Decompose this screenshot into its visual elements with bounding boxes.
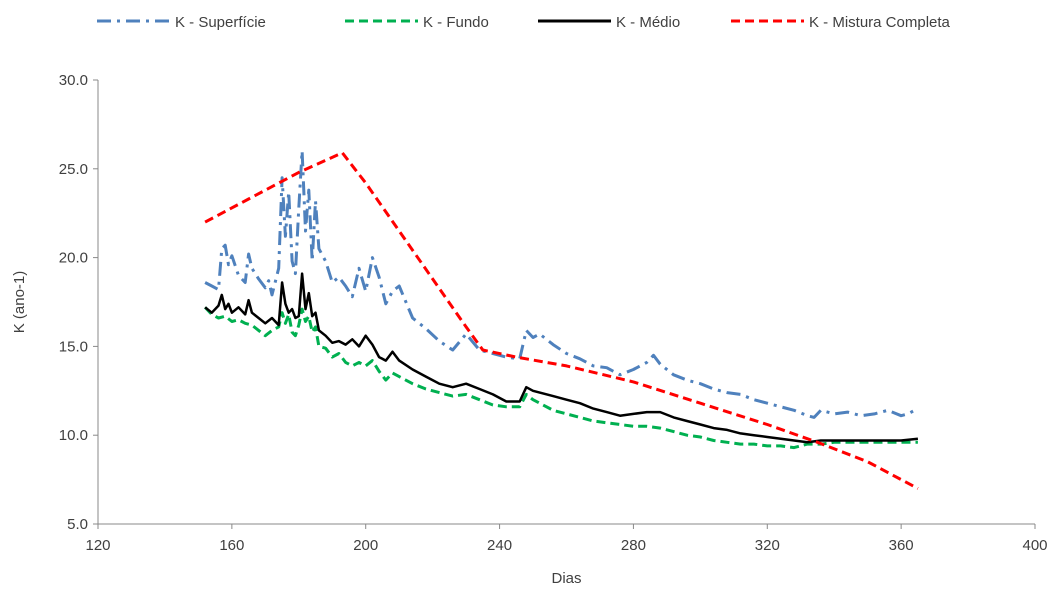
legend-label: K - Médio [616, 14, 680, 31]
x-tick-label: 360 [889, 537, 914, 554]
y-axis-label: K (ano-1) [11, 271, 28, 334]
series-line-3 [204, 272, 919, 444]
x-axis-label: Dias [551, 570, 581, 587]
series-line-4 [204, 151, 919, 490]
y-tick-label: 20.0 [59, 250, 88, 267]
x-tick-label: 400 [1022, 537, 1047, 554]
x-tick-label: 280 [621, 537, 646, 554]
legend-label: K - Mistura Completa [809, 14, 951, 31]
x-axis-ticks: 120 160 200 240 280 320 360 400 [85, 524, 1048, 554]
y-tick-label: 10.0 [59, 427, 88, 444]
plot-area: 120 160 200 240 280 320 360 400 5.0 10.0 15.0 20.0… [59, 72, 1048, 554]
y-tick-label: 30.0 [59, 72, 88, 89]
legend-label: K - Superfície [175, 14, 266, 31]
y-axis-ticks: 5.0 10.0 15.0 20.0 25.0 30.0 [59, 72, 98, 533]
y-tick-label: 25.0 [59, 161, 88, 178]
legend: K - Superfície K - Fundo K - Médio K - Mist… [97, 14, 951, 31]
series-lines [204, 149, 919, 490]
series-line-1 [204, 149, 919, 419]
x-tick-label: 240 [487, 537, 512, 554]
x-tick-label: 160 [219, 537, 244, 554]
series-line-2 [204, 306, 918, 450]
y-tick-label: 5.0 [67, 516, 88, 533]
x-tick-label: 200 [353, 537, 378, 554]
x-tick-label: 320 [755, 537, 780, 554]
x-tick-label: 120 [85, 537, 110, 554]
legend-label: K - Fundo [423, 14, 489, 31]
y-tick-label: 15.0 [59, 338, 88, 355]
